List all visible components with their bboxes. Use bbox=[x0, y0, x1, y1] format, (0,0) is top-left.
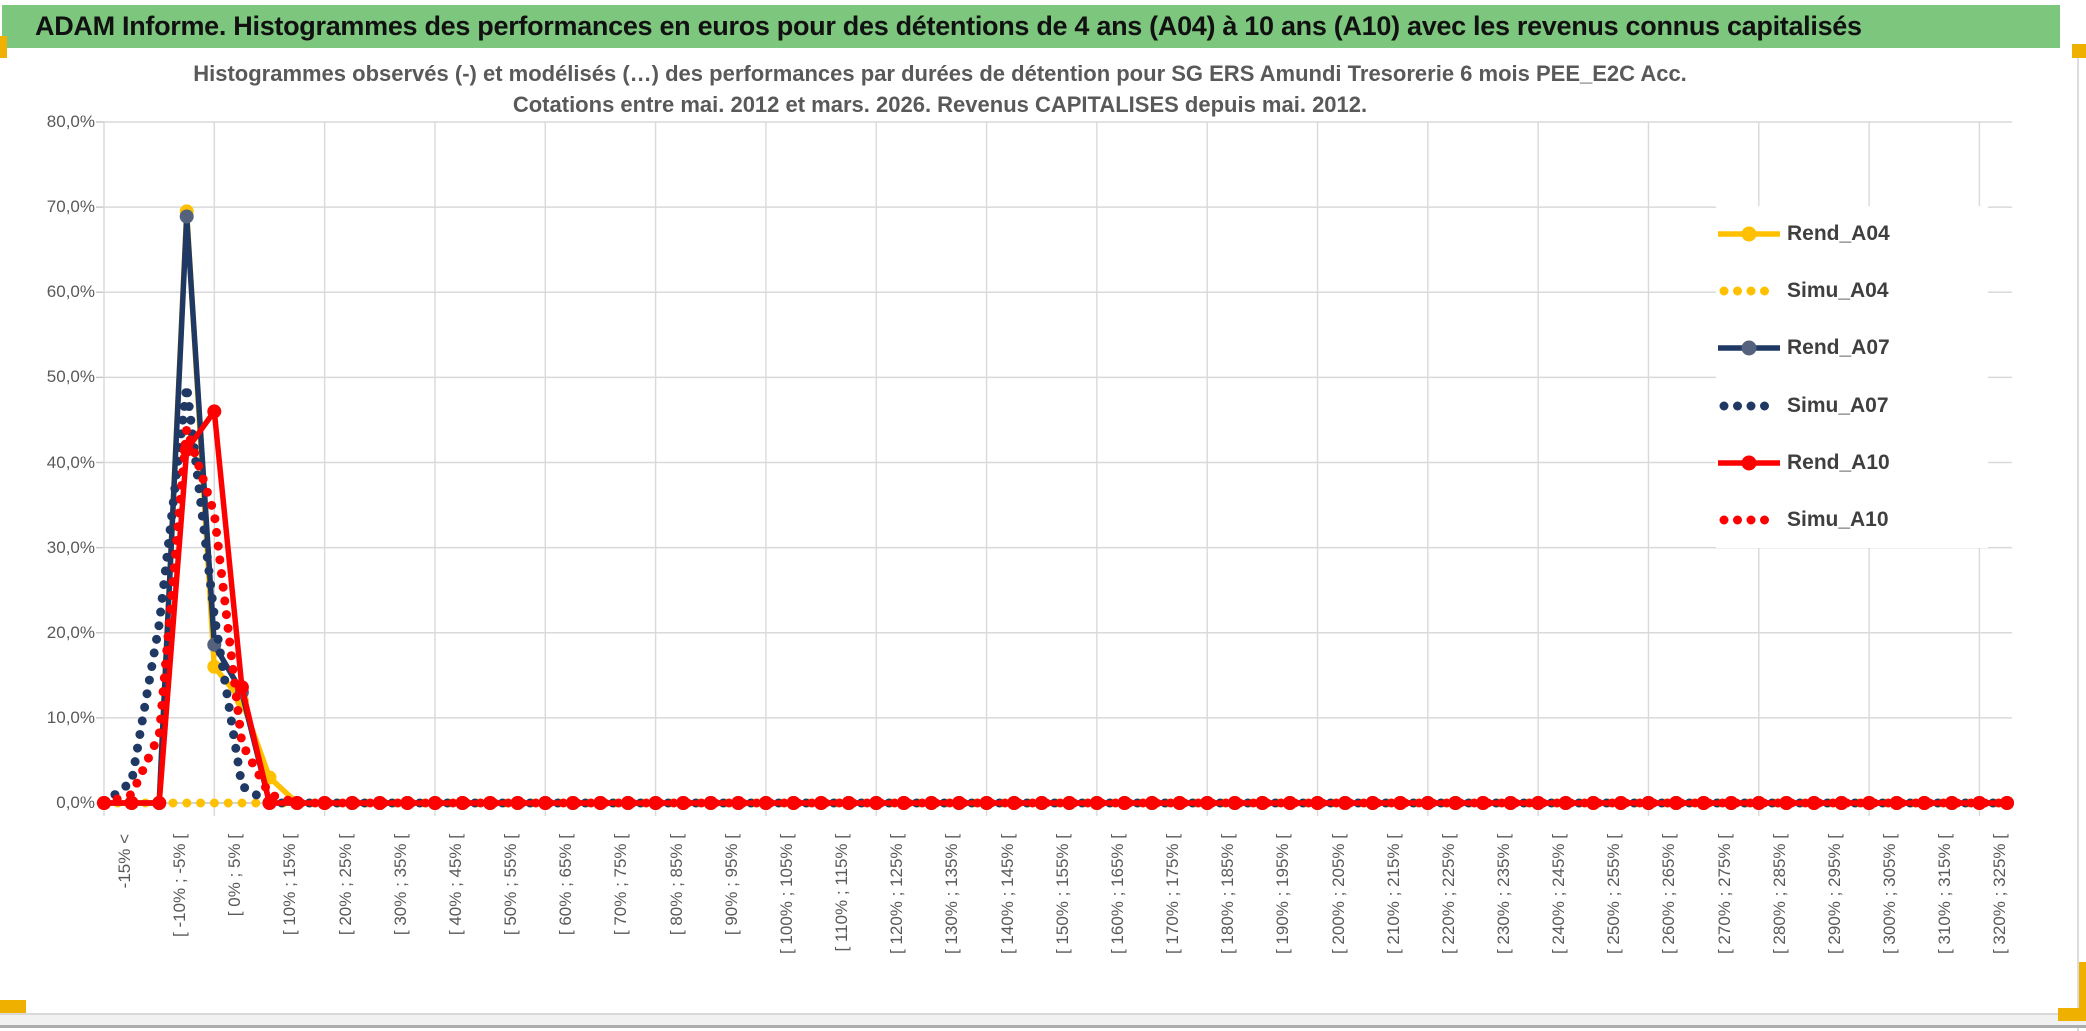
x-axis-tick-label: [ 30% ; 35% [ bbox=[390, 834, 410, 936]
series-marker-Rend_A10 bbox=[124, 796, 139, 810]
x-axis-tick-label: [ 170% ; 175% [ bbox=[1163, 834, 1183, 955]
legend-item-Simu_A04[interactable]: Simu_A04 bbox=[1716, 267, 1988, 315]
x-axis-tick-label: [ 140% ; 145% [ bbox=[997, 834, 1017, 955]
window-right-edge bbox=[2077, 58, 2079, 1031]
y-axis-tick-label: 70,0% bbox=[46, 197, 95, 217]
gold-accent-bottom-left bbox=[0, 1000, 26, 1013]
y-axis-tick-label: 40,0% bbox=[46, 452, 95, 472]
x-axis-tick-label: [ 310% ; 315% [ bbox=[1935, 834, 1955, 955]
y-axis-tick-label: 50,0% bbox=[46, 367, 95, 387]
x-axis-tick-label: [ 180% ; 185% [ bbox=[1218, 834, 1238, 955]
x-axis-tick-label: [ 90% ; 95% [ bbox=[721, 834, 741, 936]
gold-accent-top-right bbox=[2072, 44, 2086, 58]
chart-title-line2: Cotations entre mai. 2012 et mars. 2026.… bbox=[512, 92, 1368, 117]
chart-legend[interactable]: Rend_A04 Simu_A04 Rend_A07 Simu_A07 Rend_A10… bbox=[1716, 206, 1988, 548]
legend-item-Rend_A04[interactable]: Rend_A04 bbox=[1716, 210, 1988, 258]
x-axis-tick-label: [ 100% ; 105% [ bbox=[776, 834, 796, 955]
y-axis-tick-label: 60,0% bbox=[46, 282, 95, 302]
sheet-title-banner: ADAM Informe. Histogrammes des performan… bbox=[2, 5, 2060, 48]
legend-swatch-Rend_A10 bbox=[1718, 455, 1780, 471]
x-axis-tick-label: [ 290% ; 295% [ bbox=[1824, 834, 1844, 955]
legend-item-Rend_A10[interactable]: Rend_A10 bbox=[1716, 439, 1988, 487]
y-axis-tick-label: 0,0% bbox=[56, 793, 95, 812]
legend-label-Simu_A07: Simu_A07 bbox=[1787, 393, 1889, 417]
x-axis-tick-label: [ 70% ; 75% [ bbox=[611, 834, 631, 936]
x-axis-tick-label: -15% < bbox=[115, 834, 134, 889]
x-axis-tick-label: [ 200% ; 205% [ bbox=[1328, 834, 1348, 955]
x-axis-tick-label: [ 210% ; 215% [ bbox=[1383, 834, 1403, 955]
x-axis-tick-label: [ 220% ; 225% [ bbox=[1438, 834, 1458, 955]
x-axis-tick-label: [ 120% ; 125% [ bbox=[887, 834, 907, 955]
chart-title-line1: Histogrammes observés (-) et modélisés (… bbox=[193, 61, 1687, 86]
x-axis-tick-label: [ 160% ; 165% [ bbox=[1107, 834, 1127, 955]
legend-swatch-Simu_A10 bbox=[1719, 515, 1781, 525]
gold-accent-right bbox=[2079, 962, 2086, 1014]
legend-item-Simu_A10[interactable]: Simu_A10 bbox=[1716, 496, 1988, 544]
x-axis-tick-label: [ 10% ; 15% [ bbox=[280, 834, 300, 936]
series-marker-Rend_A10 bbox=[207, 404, 222, 419]
window-bottom-strip bbox=[0, 1015, 2086, 1025]
y-axis-tick-label: 10,0% bbox=[46, 707, 95, 727]
x-axis-tick-label: [ 50% ; 55% [ bbox=[501, 834, 521, 936]
x-axis-tick-label: [ 60% ; 65% [ bbox=[556, 834, 576, 936]
series-marker-Rend_A10 bbox=[152, 796, 167, 810]
y-axis-tick-label: 20,0% bbox=[46, 622, 95, 642]
x-axis-tick-label: [ 40% ; 45% [ bbox=[445, 834, 465, 936]
x-axis-tick-label: [ 280% ; 285% [ bbox=[1769, 834, 1789, 955]
x-axis-tick-label: [ 20% ; 25% [ bbox=[335, 834, 355, 936]
legend-label-Simu_A10: Simu_A10 bbox=[1787, 507, 1889, 531]
x-axis-tick-label: [ 0% ; 5% [ bbox=[225, 834, 245, 917]
x-axis-tick-label: [ 300% ; 305% [ bbox=[1880, 834, 1900, 955]
window-bottom-border bbox=[0, 1025, 2086, 1028]
x-axis-tick-label: [ 150% ; 155% [ bbox=[1052, 834, 1072, 955]
x-axis-tick-label: [ 110% ; 115% [ bbox=[832, 834, 852, 952]
x-axis-tick-label: [ 80% ; 85% [ bbox=[666, 834, 686, 936]
y-axis-tick-label: 30,0% bbox=[46, 537, 95, 557]
legend-label-Rend_A07: Rend_A07 bbox=[1787, 336, 1890, 360]
series-marker-Rend_A10 bbox=[2000, 796, 2014, 810]
legend-item-Rend_A07[interactable]: Rend_A07 bbox=[1716, 324, 1988, 372]
gold-accent-bottom-right bbox=[2058, 1008, 2086, 1021]
y-axis-tick-label: 80,0% bbox=[46, 112, 95, 131]
legend-label-Rend_A10: Rend_A10 bbox=[1787, 450, 1890, 474]
legend-swatch-Simu_A04 bbox=[1719, 286, 1781, 296]
banner-title: ADAM Informe. Histogrammes des performan… bbox=[35, 11, 1862, 41]
legend-item-Simu_A07[interactable]: Simu_A07 bbox=[1716, 382, 1988, 430]
x-axis-tick-label: [ 230% ; 235% [ bbox=[1494, 834, 1513, 955]
series-line-Simu_A10[interactable] bbox=[99, 427, 2012, 808]
x-axis-tick-label: [ 270% ; 275% [ bbox=[1714, 834, 1734, 955]
x-axis-tick-label: [ 320% ; 325% [ bbox=[1990, 834, 2010, 955]
legend-label-Simu_A04: Simu_A04 bbox=[1787, 279, 1889, 303]
x-axis-tick-label: [ -10% ; -5% [ bbox=[170, 834, 190, 937]
x-axis-tick-label: [ 130% ; 135% [ bbox=[942, 834, 962, 955]
chart-title: Histogrammes observés (-) et modélisés (… bbox=[0, 58, 1880, 120]
gold-accent-left bbox=[0, 36, 7, 58]
x-axis-tick-label: [ 240% ; 245% [ bbox=[1549, 834, 1569, 955]
x-axis-tick-label: [ 260% ; 265% [ bbox=[1659, 834, 1679, 955]
legend-swatch-Rend_A04 bbox=[1718, 226, 1780, 242]
legend-swatch-Simu_A07 bbox=[1719, 401, 1781, 411]
x-axis-tick-label: [ 190% ; 195% [ bbox=[1273, 834, 1293, 955]
legend-label-Rend_A04: Rend_A04 bbox=[1787, 222, 1890, 245]
series-marker-Rend_A07 bbox=[179, 209, 194, 224]
window-bottom-edge bbox=[0, 1013, 2086, 1015]
x-axis-tick-label: [ 250% ; 255% [ bbox=[1604, 834, 1624, 955]
series-marker-Rend_A04 bbox=[207, 659, 222, 674]
legend-swatch-Rend_A07 bbox=[1718, 340, 1780, 356]
